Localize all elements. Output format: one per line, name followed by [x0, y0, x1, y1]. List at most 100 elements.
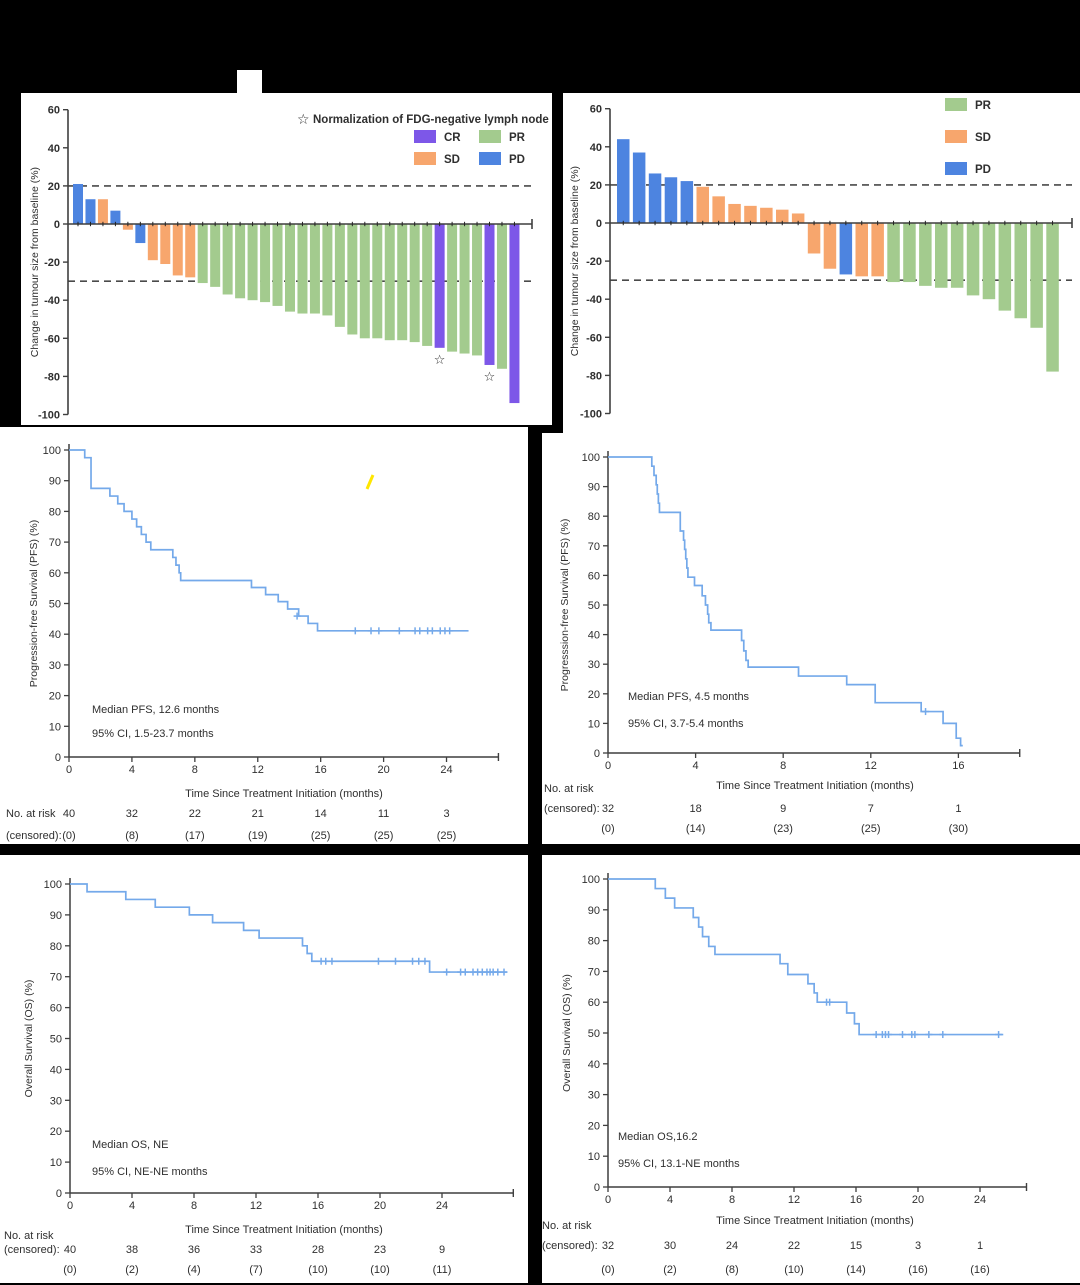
risk-censored: (14) — [846, 1264, 866, 1276]
waterfall-bar — [185, 224, 196, 278]
y-tick-label: 60 — [588, 570, 600, 582]
risk-count: 14 — [315, 808, 327, 820]
waterfall-bar — [632, 152, 646, 223]
x-axis-label: Time Since Treatment Initiation (months) — [185, 788, 383, 800]
waterfall-bar — [839, 223, 853, 275]
x-tick-label: 16 — [315, 764, 327, 776]
waterfall-bar — [617, 139, 630, 223]
legend-label: PD — [509, 154, 525, 166]
risk-count: 33 — [250, 1244, 262, 1256]
waterfall-bar — [309, 224, 320, 314]
y-tick-label: 10 — [50, 1157, 62, 1169]
x-tick-label: 16 — [850, 1194, 862, 1206]
waterfall-bar — [397, 224, 408, 341]
x-tick-label: 0 — [605, 1194, 611, 1206]
y-tick-label: -60 — [586, 332, 602, 344]
waterfall-bar — [935, 223, 948, 288]
star-note-text: Normalization of FDG-negative lymph node — [313, 114, 549, 126]
x-tick-label: 4 — [667, 1194, 673, 1206]
median-annotation: Median OS,16.2 — [618, 1131, 698, 1143]
y-tick-label: 60 — [588, 997, 600, 1009]
median-annotation: Median PFS, 12.6 months — [92, 704, 220, 716]
risk-count: 38 — [126, 1244, 138, 1256]
waterfall-bar — [919, 223, 932, 286]
waterfall-bar — [447, 224, 458, 352]
risk-count: 9 — [780, 803, 786, 815]
waterfall-bar — [160, 224, 171, 265]
y-tick-label: 40 — [588, 1059, 600, 1071]
x-tick-label: 20 — [912, 1194, 924, 1206]
risk-count: 36 — [188, 1244, 200, 1256]
risk-label: (censored): — [6, 830, 62, 842]
y-tick-label: 80 — [588, 511, 600, 523]
x-axis-label: Time Since Treatment Initiation (months) — [716, 780, 914, 792]
y-axis-label: Change in tumour size from baseline (%) — [29, 167, 41, 357]
legend-swatch-pd — [479, 152, 501, 165]
star-marker: ☆ — [434, 352, 446, 367]
y-tick-label: 0 — [55, 752, 61, 764]
median-annotation: 95% CI, 1.5-23.7 months — [92, 728, 214, 740]
risk-count: 28 — [312, 1244, 324, 1256]
y-tick-label: 10 — [588, 718, 600, 730]
waterfall-bar — [409, 224, 420, 343]
risk-censored: (10) — [370, 1264, 390, 1276]
waterfall-bar — [222, 224, 233, 295]
y-axis-label: Progression-free Survival (PFS) (%) — [28, 520, 40, 687]
top-notch — [237, 70, 262, 93]
waterfall-bar — [235, 224, 246, 299]
y-tick-label: 30 — [588, 1090, 600, 1102]
waterfall-bar — [434, 224, 445, 348]
risk-censored: (25) — [861, 823, 881, 835]
waterfall-bar — [696, 186, 709, 223]
waterfall-bar — [210, 224, 221, 287]
legend-label: SD — [444, 154, 460, 166]
y-tick-label: 20 — [49, 691, 61, 703]
risk-count: 23 — [374, 1244, 386, 1256]
y-tick-label: 60 — [590, 104, 602, 116]
y-tick-label: 40 — [49, 629, 61, 641]
waterfall-bar — [172, 224, 183, 276]
waterfall-bar — [322, 224, 333, 316]
x-axis-label: Time Since Treatment Initiation (months) — [185, 1224, 383, 1236]
y-tick-label: 50 — [49, 599, 61, 611]
risk-count: 32 — [602, 1240, 614, 1252]
waterfall-bar — [260, 224, 271, 303]
y-axis-label: Change in tumour size from baseline (%) — [569, 166, 581, 356]
waterfall-bar — [728, 203, 741, 223]
waterfall-bar — [85, 199, 96, 224]
risk-censored: (8) — [725, 1264, 738, 1276]
median-annotation: Median OS, NE — [92, 1139, 168, 1151]
waterfall-bar — [347, 224, 358, 335]
risk-censored: (19) — [248, 830, 268, 842]
waterfall-bar — [97, 199, 108, 224]
waterfall-bar — [791, 213, 805, 223]
risk-count: 21 — [252, 808, 264, 820]
x-tick-label: 12 — [865, 760, 877, 772]
risk-censored: (2) — [125, 1264, 138, 1276]
y-tick-label: 0 — [54, 219, 60, 231]
waterfall-bar — [648, 173, 662, 223]
risk-label: (censored): — [4, 1244, 60, 1256]
waterfall-bar — [760, 207, 773, 223]
y-tick-label: 70 — [588, 541, 600, 553]
waterfall-bar — [982, 223, 996, 300]
risk-censored: (8) — [125, 830, 138, 842]
y-tick-label: 90 — [50, 910, 62, 922]
y-tick-label: 60 — [48, 105, 60, 117]
risk-censored: (23) — [773, 823, 793, 835]
waterfall-bar — [776, 209, 789, 223]
waterfall-bar — [284, 224, 295, 312]
risk-count: 3 — [443, 808, 449, 820]
waterfall-bar — [272, 224, 283, 306]
y-tick-label: 80 — [50, 941, 62, 953]
x-tick-label: 4 — [129, 1200, 135, 1212]
risk-censored: (14) — [686, 823, 706, 835]
y-tick-label: 70 — [588, 966, 600, 978]
waterfall-bar — [247, 224, 258, 301]
legend-swatch-sd — [414, 152, 436, 165]
y-tick-label: 50 — [50, 1034, 62, 1046]
